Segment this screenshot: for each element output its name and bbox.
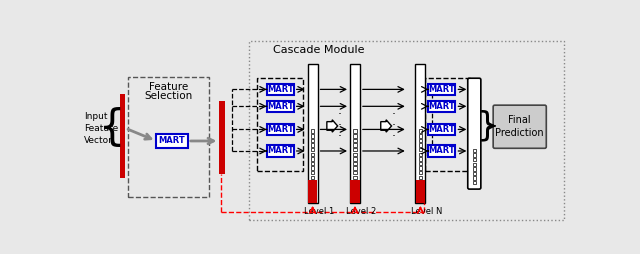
Bar: [308, 180, 317, 203]
Bar: [128, 77, 209, 197]
Bar: [267, 84, 294, 95]
Bar: [424, 78, 471, 171]
Bar: [472, 181, 476, 184]
Bar: [429, 101, 456, 112]
Bar: [353, 148, 356, 151]
Bar: [350, 64, 360, 203]
Bar: [311, 130, 314, 133]
Bar: [419, 139, 422, 142]
Bar: [350, 180, 360, 203]
Bar: [311, 134, 314, 137]
Bar: [416, 180, 425, 203]
Text: Selection: Selection: [144, 91, 193, 101]
Bar: [311, 176, 314, 179]
Bar: [311, 162, 314, 165]
Bar: [311, 152, 314, 156]
Bar: [419, 157, 422, 161]
Bar: [353, 157, 356, 161]
Text: }: }: [476, 109, 498, 142]
Bar: [250, 41, 564, 220]
Bar: [472, 176, 476, 180]
Text: MART: MART: [267, 102, 294, 111]
Text: MART: MART: [429, 85, 455, 94]
Text: MART: MART: [159, 136, 186, 146]
Bar: [419, 162, 422, 165]
FancyBboxPatch shape: [493, 105, 547, 148]
Bar: [156, 134, 188, 148]
Bar: [472, 172, 476, 175]
Bar: [311, 171, 314, 174]
Bar: [353, 139, 356, 142]
Bar: [308, 64, 317, 203]
Bar: [311, 148, 314, 151]
Bar: [472, 167, 476, 171]
Text: Feature: Feature: [148, 82, 188, 92]
Bar: [419, 130, 422, 133]
Bar: [415, 64, 426, 203]
Bar: [257, 78, 303, 171]
Bar: [472, 149, 476, 152]
Text: Input
Feature
Vector: Input Feature Vector: [84, 112, 118, 145]
Bar: [120, 94, 125, 178]
Bar: [419, 166, 422, 170]
Bar: [429, 124, 456, 135]
Bar: [353, 171, 356, 174]
Bar: [419, 148, 422, 151]
Bar: [267, 124, 294, 135]
Bar: [311, 166, 314, 170]
Bar: [353, 143, 356, 147]
Polygon shape: [381, 120, 392, 132]
Bar: [419, 143, 422, 147]
Bar: [353, 162, 356, 165]
Bar: [429, 84, 456, 95]
Bar: [419, 171, 422, 174]
Bar: [429, 145, 456, 157]
Bar: [311, 157, 314, 161]
Bar: [220, 101, 225, 174]
Bar: [311, 143, 314, 147]
Bar: [353, 134, 356, 137]
Text: {: {: [99, 107, 125, 149]
Bar: [419, 134, 422, 137]
Text: MART: MART: [429, 125, 455, 134]
Bar: [472, 158, 476, 161]
Bar: [353, 176, 356, 179]
Text: MART: MART: [267, 147, 294, 155]
Text: ·
·
·: · · ·: [392, 108, 396, 144]
Text: MART: MART: [267, 85, 294, 94]
Text: MART: MART: [429, 147, 455, 155]
Bar: [311, 139, 314, 142]
Bar: [472, 163, 476, 166]
Text: Level N: Level N: [411, 207, 442, 216]
Bar: [267, 145, 294, 157]
Bar: [267, 101, 294, 112]
Text: MART: MART: [267, 125, 294, 134]
Text: MART: MART: [429, 102, 455, 111]
Bar: [419, 176, 422, 179]
Text: Cascade Module: Cascade Module: [273, 45, 364, 55]
FancyBboxPatch shape: [468, 78, 481, 189]
Bar: [353, 130, 356, 133]
Bar: [353, 152, 356, 156]
Text: ·
·
·: · · ·: [338, 108, 342, 144]
Text: Level 1: Level 1: [303, 207, 334, 216]
Polygon shape: [327, 120, 338, 132]
Bar: [353, 166, 356, 170]
Text: Final
Prediction: Final Prediction: [495, 115, 544, 138]
Text: Level 2: Level 2: [346, 207, 376, 216]
Bar: [419, 152, 422, 156]
Bar: [472, 153, 476, 157]
